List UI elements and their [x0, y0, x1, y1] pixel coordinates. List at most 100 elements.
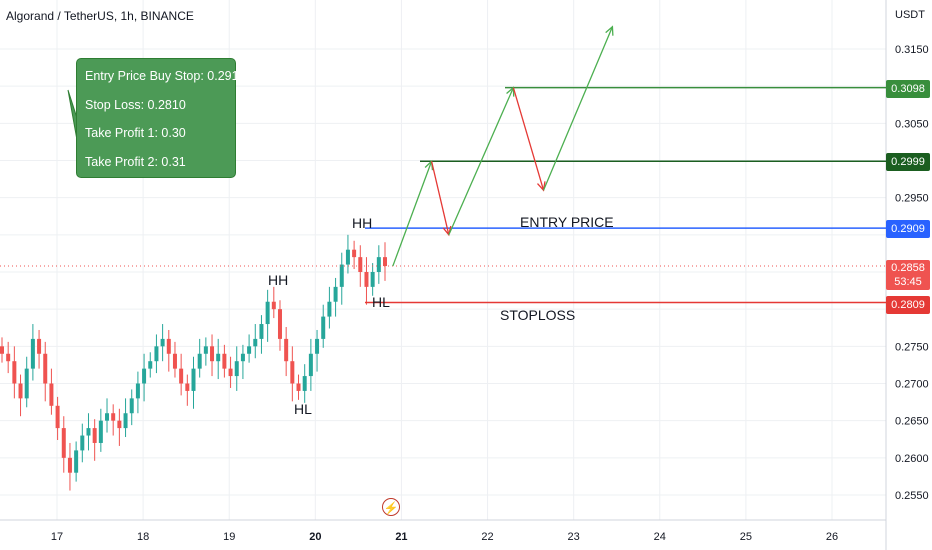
candle-body	[277, 309, 282, 339]
candle-body	[142, 368, 147, 384]
date-tick-label: 17	[51, 531, 63, 543]
date-tick-label: 18	[137, 531, 149, 543]
date-tick-label: 20	[309, 531, 321, 543]
candle-body	[352, 249, 357, 258]
candle-body	[234, 361, 239, 377]
candle-body	[327, 301, 332, 317]
candle-body	[74, 450, 79, 473]
current-price-tag: 0.2858 53:45	[886, 260, 930, 290]
candle-body	[376, 257, 381, 272]
take-profit-2-line: Take Profit 2: 0.31	[85, 154, 186, 169]
candle-body	[345, 249, 350, 265]
candle-body	[92, 428, 97, 443]
candle-body	[12, 361, 17, 384]
candle-body	[67, 457, 72, 473]
candle-body	[284, 338, 289, 362]
date-tick-label: 19	[223, 531, 235, 543]
date-tick-label: 25	[740, 531, 752, 543]
price-tick-label: 0.2950	[895, 193, 929, 205]
price-tick-label: 0.2700	[895, 379, 929, 391]
tp2-price-tag: 0.3098	[886, 80, 930, 98]
candle-body	[105, 413, 110, 421]
date-tick-label: 26	[826, 531, 838, 543]
projection-segment	[448, 87, 514, 236]
candle-body	[296, 383, 301, 391]
candle-body	[222, 353, 227, 369]
candle-body	[129, 398, 134, 414]
candle-body	[148, 361, 153, 369]
candle-body	[370, 272, 375, 287]
candle-body	[358, 257, 363, 272]
candle-body	[308, 353, 313, 377]
projection-segment	[430, 161, 450, 235]
candle-body	[259, 324, 264, 339]
candle-body	[61, 428, 66, 458]
candle-body	[98, 420, 103, 443]
candle-body	[315, 338, 320, 354]
info-box-pointer	[67, 89, 78, 141]
candle-body	[111, 413, 116, 421]
candle-body	[86, 428, 91, 436]
candle-body	[364, 272, 369, 287]
candle-body	[197, 353, 202, 369]
trade-info-box: Entry Price Buy Stop: 0.2910 Stop Loss: …	[76, 58, 246, 178]
tp1-price-tag: 0.2999	[886, 153, 930, 171]
candle-body	[18, 383, 23, 399]
candle-body	[55, 405, 60, 429]
projection-segment	[512, 87, 545, 191]
candle-body	[179, 368, 184, 384]
candle-body	[265, 301, 270, 325]
candle-body	[43, 353, 48, 384]
stop-loss-line: Stop Loss: 0.2810	[85, 97, 186, 112]
candle-body	[191, 368, 196, 391]
date-tick-label: 23	[568, 531, 580, 543]
chart-title: Algorand / TetherUS, 1h, BINANCE	[6, 9, 194, 23]
candle-body	[30, 338, 35, 369]
candle-body	[166, 338, 171, 354]
stoploss-label: STOPLOSS	[500, 307, 576, 323]
candle-body	[333, 286, 338, 302]
candle-body	[24, 368, 29, 399]
candle-body	[49, 383, 54, 406]
candle-body	[240, 353, 245, 362]
current-price-value: 0.2858	[891, 262, 925, 274]
price-tick-label: 0.2650	[895, 416, 929, 428]
candle-body	[216, 353, 221, 362]
candle-body	[383, 257, 387, 267]
lightning-icon[interactable]: ⚡	[382, 498, 400, 516]
countdown-timer: 53:45	[894, 276, 922, 288]
date-tick-label: 21	[395, 531, 407, 543]
price-tick-label: 0.2600	[895, 453, 929, 465]
candle-body	[6, 353, 11, 362]
currency-label: USDT	[895, 9, 925, 21]
date-tick-label: 22	[481, 531, 493, 543]
price-tick-label: 0.3050	[895, 118, 929, 130]
hh-label-1: HH	[352, 215, 373, 231]
candle-body	[80, 435, 85, 451]
price-tick-label: 0.2750	[895, 341, 929, 353]
date-tick-label: 24	[654, 531, 666, 543]
candle-body	[253, 338, 258, 347]
projection-segment	[542, 26, 614, 191]
hl-label-2: HL	[372, 294, 390, 310]
candle-body	[271, 301, 276, 310]
take-profit-1-line: Take Profit 1: 0.30	[85, 126, 186, 140]
candle-body	[210, 346, 215, 362]
entry-price-tag: 0.2909	[886, 220, 930, 238]
candle-body	[37, 338, 42, 354]
candle-body	[185, 383, 190, 391]
entry-price-label: ENTRY PRICE	[520, 214, 614, 230]
price-tick-label: 0.2550	[895, 490, 929, 502]
candle-body	[290, 361, 295, 384]
candle-body	[339, 264, 344, 287]
candle-body	[135, 383, 140, 399]
hl-label-1: HL	[294, 401, 312, 417]
candle-body	[203, 346, 208, 354]
price-tick-label: 0.3150	[895, 44, 929, 56]
candle-body	[302, 376, 307, 391]
projection-segment	[392, 161, 433, 267]
candle-body	[172, 353, 177, 369]
candle-body	[160, 338, 165, 347]
hh-label-2: HH	[268, 272, 289, 288]
